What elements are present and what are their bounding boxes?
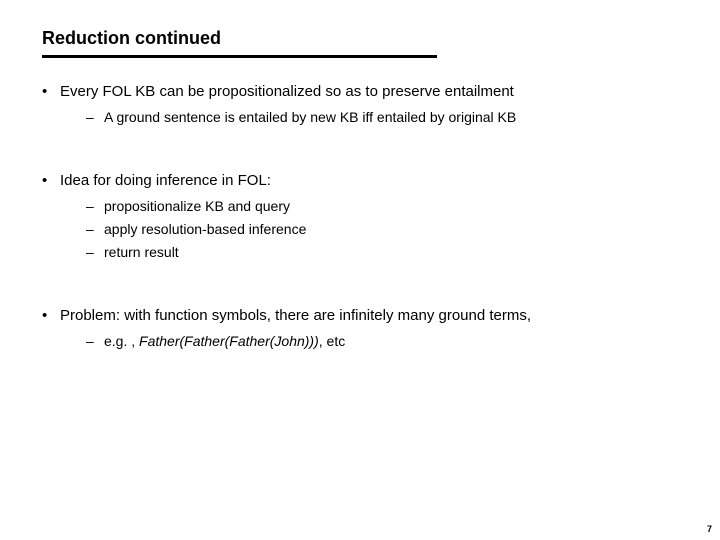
bullet-text: Problem: with function symbols, there ar…	[60, 306, 531, 326]
sub-italic: Father(Father(Father(John)))	[139, 333, 319, 349]
dash-marker: –	[86, 220, 104, 239]
bullet-item: • Every FOL KB can be propositionalized …	[42, 82, 678, 102]
sub-text: e.g. , Father(Father(Father(John))), etc	[104, 332, 345, 351]
sub-item: – A ground sentence is entailed by new K…	[86, 108, 678, 127]
slide-title: Reduction continued	[42, 28, 678, 49]
sub-text: apply resolution-based inference	[104, 220, 306, 239]
sub-list: – propositionalize KB and query – apply …	[86, 197, 678, 262]
sub-text: propositionalize KB and query	[104, 197, 290, 216]
bullet-marker: •	[42, 171, 60, 191]
sub-prefix: e.g. ,	[104, 333, 139, 349]
sub-list: – A ground sentence is entailed by new K…	[86, 108, 678, 127]
bullet-marker: •	[42, 306, 60, 326]
content-area: • Every FOL KB can be propositionalized …	[42, 82, 678, 351]
slide: Reduction continued • Every FOL KB can b…	[0, 0, 720, 540]
dash-marker: –	[86, 197, 104, 216]
bullet-text: Every FOL KB can be propositionalized so…	[60, 82, 514, 102]
dash-marker: –	[86, 243, 104, 262]
sub-list: – e.g. , Father(Father(Father(John))), e…	[86, 332, 678, 351]
dash-marker: –	[86, 108, 104, 127]
sub-item: – propositionalize KB and query	[86, 197, 678, 216]
dash-marker: –	[86, 332, 104, 351]
bullet-marker: •	[42, 82, 60, 102]
sub-item: – apply resolution-based inference	[86, 220, 678, 239]
sub-text: return result	[104, 243, 179, 262]
slide-number: 7	[707, 524, 712, 534]
bullet-text: Idea for doing inference in FOL:	[60, 171, 271, 191]
sub-item: – e.g. , Father(Father(Father(John))), e…	[86, 332, 678, 351]
bullet-item: • Idea for doing inference in FOL:	[42, 171, 678, 191]
bullet-item: • Problem: with function symbols, there …	[42, 306, 678, 326]
sub-suffix: , etc	[319, 333, 345, 349]
sub-item: – return result	[86, 243, 678, 262]
sub-text: A ground sentence is entailed by new KB …	[104, 108, 516, 127]
title-underline	[42, 55, 437, 58]
